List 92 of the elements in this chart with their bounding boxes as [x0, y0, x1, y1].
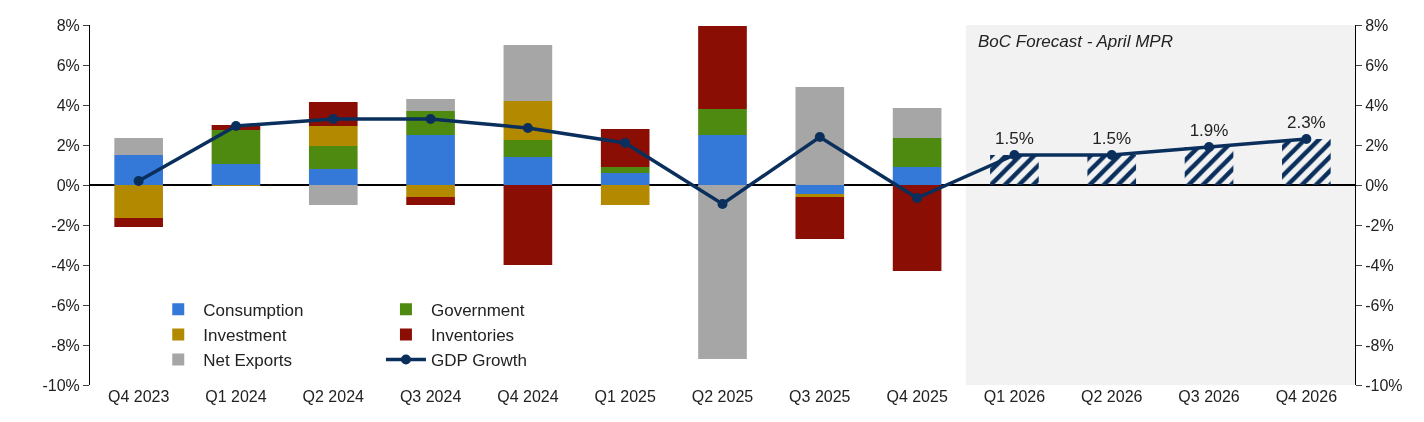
bar	[308, 146, 358, 169]
legend-label: Government	[430, 300, 525, 320]
bar	[503, 157, 553, 185]
point	[522, 123, 533, 133]
bar	[211, 130, 261, 164]
x-tick-label: Q3 2026	[1178, 388, 1240, 405]
bar	[114, 218, 163, 227]
bar	[406, 99, 455, 111]
bar	[600, 173, 650, 185]
y-tick-label: 4%	[56, 96, 80, 114]
bar	[698, 109, 747, 135]
y2-tick-label: 4%	[1365, 96, 1389, 114]
x-tick-label: Q2 2025	[691, 388, 754, 405]
point	[1204, 142, 1215, 152]
y2-tick-label: 6%	[1365, 56, 1389, 74]
y-tick-label: 2%	[56, 136, 80, 154]
bar	[406, 185, 455, 197]
bar	[698, 135, 747, 185]
x-tick-label: Q4 2024	[497, 388, 559, 405]
bar	[892, 108, 942, 138]
x-tick-label: Q1 2024	[205, 388, 267, 405]
y2-tick-label: 0%	[1365, 176, 1389, 194]
bar	[600, 167, 650, 173]
x-tick-label: Q1 2026	[983, 388, 1046, 405]
point	[425, 114, 436, 124]
bar	[308, 126, 358, 146]
bar	[114, 185, 163, 218]
bar	[795, 87, 845, 185]
x-tick-label: Q1 2025	[594, 388, 656, 405]
bar	[795, 185, 845, 194]
y2-tick-label: -8%	[1365, 336, 1394, 354]
point	[814, 132, 825, 142]
bar	[308, 185, 358, 205]
y-tick-label: 6%	[56, 56, 80, 74]
point	[133, 176, 144, 186]
point	[717, 199, 728, 209]
legend-label: GDP Growth	[430, 351, 528, 371]
point	[1106, 150, 1117, 160]
bar	[114, 138, 163, 155]
y2-tick-label: -6%	[1365, 296, 1394, 314]
data-label: 1.5%	[1092, 128, 1132, 148]
bar	[503, 185, 553, 265]
bar	[892, 185, 942, 271]
point	[230, 121, 241, 131]
x-tick-label: Q2 2026	[1081, 388, 1143, 405]
bar	[503, 45, 553, 101]
bar	[892, 138, 942, 167]
legend-label: Inventories	[430, 326, 515, 346]
data-label: 1.5%	[995, 128, 1034, 148]
y-tick-label: -4%	[51, 256, 80, 274]
y-tick-label: 0%	[56, 176, 80, 194]
x-tick-label: Q4 2026	[1275, 388, 1338, 405]
point	[1301, 134, 1312, 144]
x-tick-label: Q2 2024	[302, 388, 365, 405]
legend-label: Consumption	[203, 300, 304, 320]
point	[328, 114, 339, 124]
bar	[892, 167, 942, 185]
point	[1009, 150, 1020, 160]
y-tick-label: -10%	[42, 376, 80, 394]
bar	[1184, 147, 1234, 185]
y2-tick-label: -10%	[1365, 376, 1403, 394]
y-tick-label: -2%	[51, 216, 80, 234]
point	[620, 138, 631, 148]
x-tick-label: Q3 2024	[399, 388, 462, 405]
x-tick-label: Q4 2023	[107, 388, 170, 405]
bar	[503, 140, 553, 157]
bar	[308, 169, 358, 185]
bar	[600, 185, 650, 205]
data-label: 1.9%	[1189, 120, 1229, 140]
bar	[211, 164, 261, 185]
bar	[406, 197, 455, 205]
bar	[1282, 139, 1331, 185]
x-tick-label: Q3 2025	[789, 388, 851, 405]
y2-tick-label: 8%	[1365, 16, 1389, 34]
data-label: 2.3%	[1286, 112, 1326, 132]
y-tick-label: -6%	[51, 296, 80, 314]
y-tick-label: 8%	[56, 16, 80, 34]
y2-tick-label: -4%	[1365, 256, 1394, 274]
bar	[795, 197, 845, 239]
x-tick-label: Q4 2025	[886, 388, 948, 405]
band-label: BoC Forecast - April MPR	[978, 32, 1173, 51]
bar	[406, 135, 455, 185]
y2-tick-label: 2%	[1365, 136, 1389, 154]
bar	[1087, 155, 1137, 185]
legend-label: Net Exports	[203, 351, 293, 371]
legend-label: Investment	[203, 326, 287, 346]
bar	[795, 194, 845, 197]
bar	[698, 185, 747, 359]
y-tick-label: -8%	[51, 336, 80, 354]
point	[912, 193, 923, 203]
y2-tick-label: -2%	[1365, 216, 1394, 234]
bar	[698, 26, 747, 109]
